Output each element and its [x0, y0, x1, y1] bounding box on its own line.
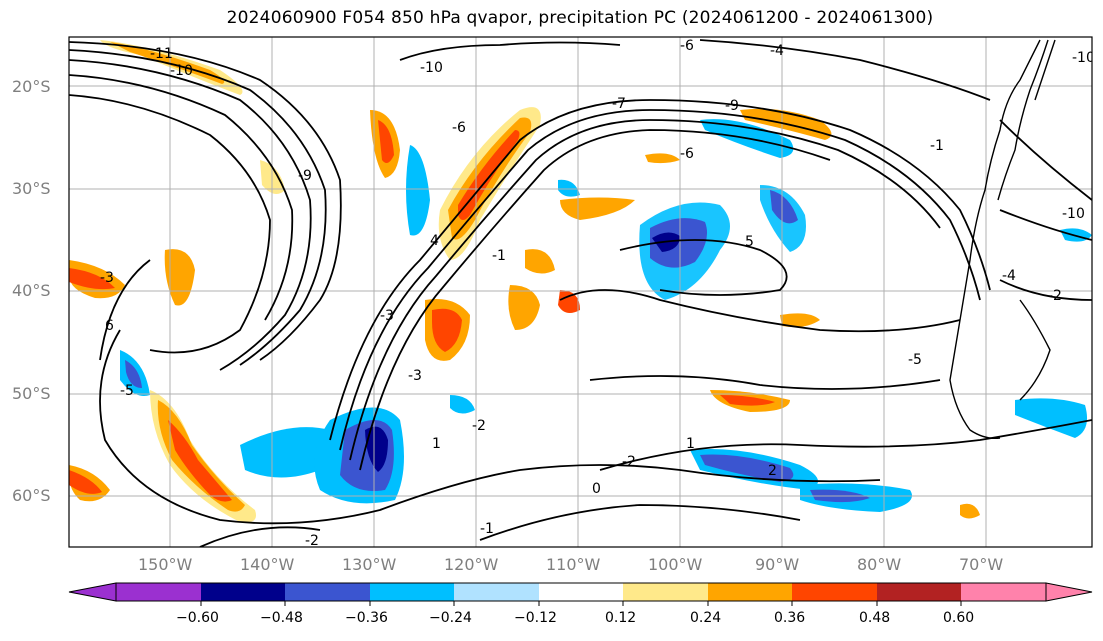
contour-label: -3	[408, 368, 422, 384]
colorbar-swatch	[961, 583, 1046, 601]
lon-label: 110°W	[546, 555, 601, 574]
contour-label: -1	[480, 521, 494, 537]
colorbar-frame	[115, 582, 1047, 602]
lon-label: 80°W	[857, 555, 902, 574]
colorbar-ticks	[200, 601, 962, 606]
contour-label: -7	[612, 96, 626, 112]
colorbar-swatch	[877, 583, 961, 601]
contour-label: -5	[120, 383, 134, 399]
contour-labels: -10 -6 -7 -9 -6 -9 5 4 -1 -3 -3 -2 1 1 -…	[100, 38, 1095, 549]
contour-label: -6	[452, 120, 466, 136]
colorbar-tick-label: 0.12	[605, 610, 637, 626]
contour-label: -2	[1048, 288, 1062, 304]
colorbar-swatch	[201, 583, 285, 601]
colorbar-swatch	[370, 583, 454, 601]
colorbar-tick-label: −0.12	[514, 610, 557, 626]
negative-shading	[120, 119, 1092, 512]
contour-label: -3	[380, 308, 394, 324]
lat-label: 60°S	[12, 486, 51, 505]
colorbar-extend-high	[1045, 582, 1093, 602]
contour-label: -10	[1072, 50, 1095, 66]
lat-label: 50°S	[12, 384, 51, 403]
colorbar-swatch	[285, 583, 370, 601]
contour-label: 2	[768, 463, 777, 479]
lon-label: 120°W	[444, 555, 499, 574]
contour-label: 4	[430, 233, 439, 249]
contour-label: -5	[908, 352, 922, 368]
lat-label: 40°S	[12, 281, 51, 300]
contour-label: -2	[622, 454, 636, 470]
lat-label: 20°S	[12, 77, 51, 96]
contour-label: -4	[1002, 268, 1016, 284]
colorbar-swatch	[708, 583, 792, 601]
colorbar-tick-label: 0.60	[943, 610, 975, 626]
plot-title: 2024060900 F054 850 hPa qvapor, precipit…	[226, 8, 934, 28]
contour-label: -9	[298, 168, 312, 184]
contour-label: 0	[592, 481, 601, 497]
contour-label: -1	[492, 248, 506, 264]
contour-label: 6	[105, 318, 114, 334]
contour-label: -6	[680, 146, 694, 162]
lon-label: 150°W	[138, 555, 193, 574]
contour-label: -4	[770, 43, 784, 59]
colorbar-swatch	[792, 583, 877, 601]
contour-label: 5	[745, 234, 754, 250]
contour-label: -10	[170, 63, 193, 79]
contour-label: -1	[930, 138, 944, 154]
colorbar-tick-label: −0.36	[345, 610, 388, 626]
colorbar-swatch	[454, 583, 539, 601]
map-plot-area: -10 -6 -7 -9 -6 -9 5 4 -1 -3 -3 -2 1 1 -…	[69, 37, 1095, 549]
colorbar-swatch	[539, 583, 623, 601]
colorbar	[68, 582, 1093, 606]
lon-label: 90°W	[755, 555, 800, 574]
lat-label: 30°S	[12, 179, 51, 198]
lon-label: 70°W	[959, 555, 1004, 574]
contour-label: -9	[725, 98, 739, 114]
contour-label: -6	[680, 38, 694, 54]
colorbar-tick-label: −0.60	[176, 610, 219, 626]
contour-label: -10	[420, 60, 443, 76]
colorbar-tick-label: −0.24	[429, 610, 472, 626]
contour-label: 1	[686, 436, 695, 452]
contour-label: 1	[432, 436, 441, 452]
colorbar-extend-low	[68, 582, 117, 602]
lon-label: 130°W	[342, 555, 397, 574]
lon-label: 100°W	[648, 555, 703, 574]
colorbar-swatch	[623, 583, 708, 601]
map-frame	[68, 36, 1093, 548]
qvapor-contours	[69, 39, 1092, 547]
colorbar-tick-label: 0.48	[859, 610, 891, 626]
colorbar-tick-label: 0.24	[690, 610, 722, 626]
contour-label: -2	[305, 533, 319, 549]
colorbar-swatch	[116, 583, 201, 601]
contour-label: -2	[472, 418, 486, 434]
colorbar-tick-label: 0.36	[774, 610, 806, 626]
contour-label: -10	[1062, 206, 1085, 222]
contour-label: -3	[100, 270, 114, 286]
lon-label: 140°W	[240, 555, 295, 574]
coastline	[949, 39, 1056, 440]
contour-label: -11	[150, 46, 173, 62]
colorbar-tick-label: −0.48	[260, 610, 303, 626]
